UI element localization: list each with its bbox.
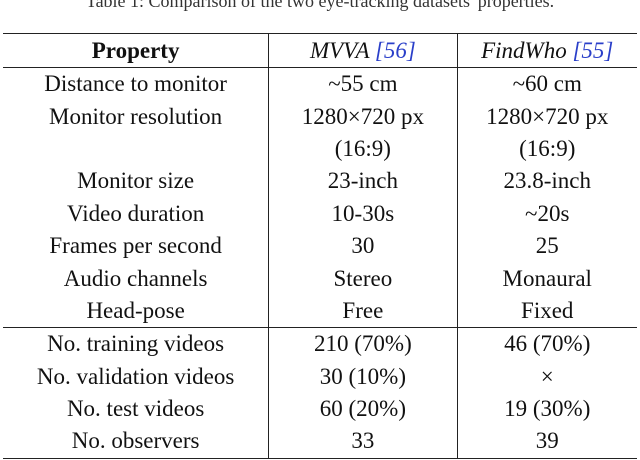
table-caption: Table 1: Comparison of the two eye-track… [85, 0, 555, 11]
dataset-b-cell: ~60 cm [512, 71, 582, 97]
dataset-a-cell: 23-inch [268, 165, 458, 198]
dataset-b-cell: Monaural [502, 265, 592, 291]
property-cell: Monitor size [3, 165, 270, 198]
dataset-a-cell: 33 [268, 425, 458, 459]
property-cell [3, 132, 270, 166]
header-property: Property [3, 33, 270, 68]
dataset-b-cell: 19 (30%) [504, 396, 591, 422]
table-row: Distance to monitor ~55 cm ~60 cm [3, 67, 637, 101]
table-row: Head-pose Free Fixed [3, 294, 637, 328]
dataset-b-cell: 25 [535, 233, 559, 259]
property-cell: No. training videos [3, 327, 270, 361]
table-row: No. observers 33 39 [3, 425, 637, 459]
dataset-a-cell: Stereo [268, 262, 458, 295]
dataset-properties-table: Property MVVA [56] FindWho [55] Distance… [3, 33, 637, 459]
dataset-b-name: FindWho [481, 37, 567, 63]
table-row: Video duration 10-30s ~20s [3, 197, 637, 230]
dataset-b-cell: 46 (70%) [504, 331, 591, 357]
property-cell: Frames per second [3, 229, 270, 263]
dataset-a-cell: 10-30s [268, 197, 458, 230]
property-cell: No. observers [3, 425, 270, 459]
property-cell: No. test videos [3, 392, 270, 426]
property-cell: Video duration [3, 197, 270, 230]
dataset-a-cell: 1280×720 px [268, 100, 458, 133]
dataset-a-cell: 60 (20%) [268, 392, 458, 426]
dataset-a-name: MVVA [309, 37, 370, 63]
property-cell: No. validation videos [3, 360, 270, 393]
property-cell: Audio channels [3, 262, 270, 295]
header-row: Property MVVA [56] FindWho [55] [3, 33, 637, 68]
dataset-b-cell: 23.8-inch [503, 168, 591, 194]
dataset-a-cell: Free [268, 294, 458, 328]
table-row: Audio channels Stereo Monaural [3, 262, 637, 295]
header-dataset-b: FindWho [55] [457, 34, 637, 68]
dataset-a-citation-link[interactable]: [56] [374, 37, 416, 63]
dataset-a-cell: ~55 cm [268, 67, 458, 101]
table-row: No. validation videos 30 (10%) × [3, 360, 637, 393]
dataset-b-cell: Fixed [521, 297, 574, 323]
table-row: No. training videos 210 (70%) 46 (70%) [3, 327, 637, 361]
table-row: No. test videos 60 (20%) 19 (30%) [3, 392, 637, 426]
property-cell: Monitor resolution [3, 100, 270, 133]
dataset-b-cell: 1280×720 px [486, 103, 609, 129]
table-row: Frames per second 30 25 [3, 229, 637, 263]
dataset-b-cell: 39 [535, 428, 559, 454]
table-row: (16:9) (16:9) [3, 132, 637, 166]
property-cell: Head-pose [3, 294, 270, 328]
dataset-a-cell: 30 (10%) [268, 360, 458, 393]
dataset-b-cell: × [540, 363, 554, 389]
table-row: Monitor resolution 1280×720 px 1280×720 … [3, 100, 637, 133]
dataset-b-citation-link[interactable]: [55] [572, 37, 614, 63]
dataset-b-cell: (16:9) [519, 135, 576, 161]
header-dataset-a: MVVA [56] [268, 33, 458, 68]
dataset-b-cell: ~20s [525, 200, 570, 226]
dataset-a-cell: (16:9) [268, 132, 458, 166]
dataset-a-cell: 210 (70%) [268, 327, 458, 361]
table-row: Monitor size 23-inch 23.8-inch [3, 165, 637, 198]
dataset-a-cell: 30 [268, 229, 458, 263]
property-cell: Distance to monitor [3, 67, 270, 101]
